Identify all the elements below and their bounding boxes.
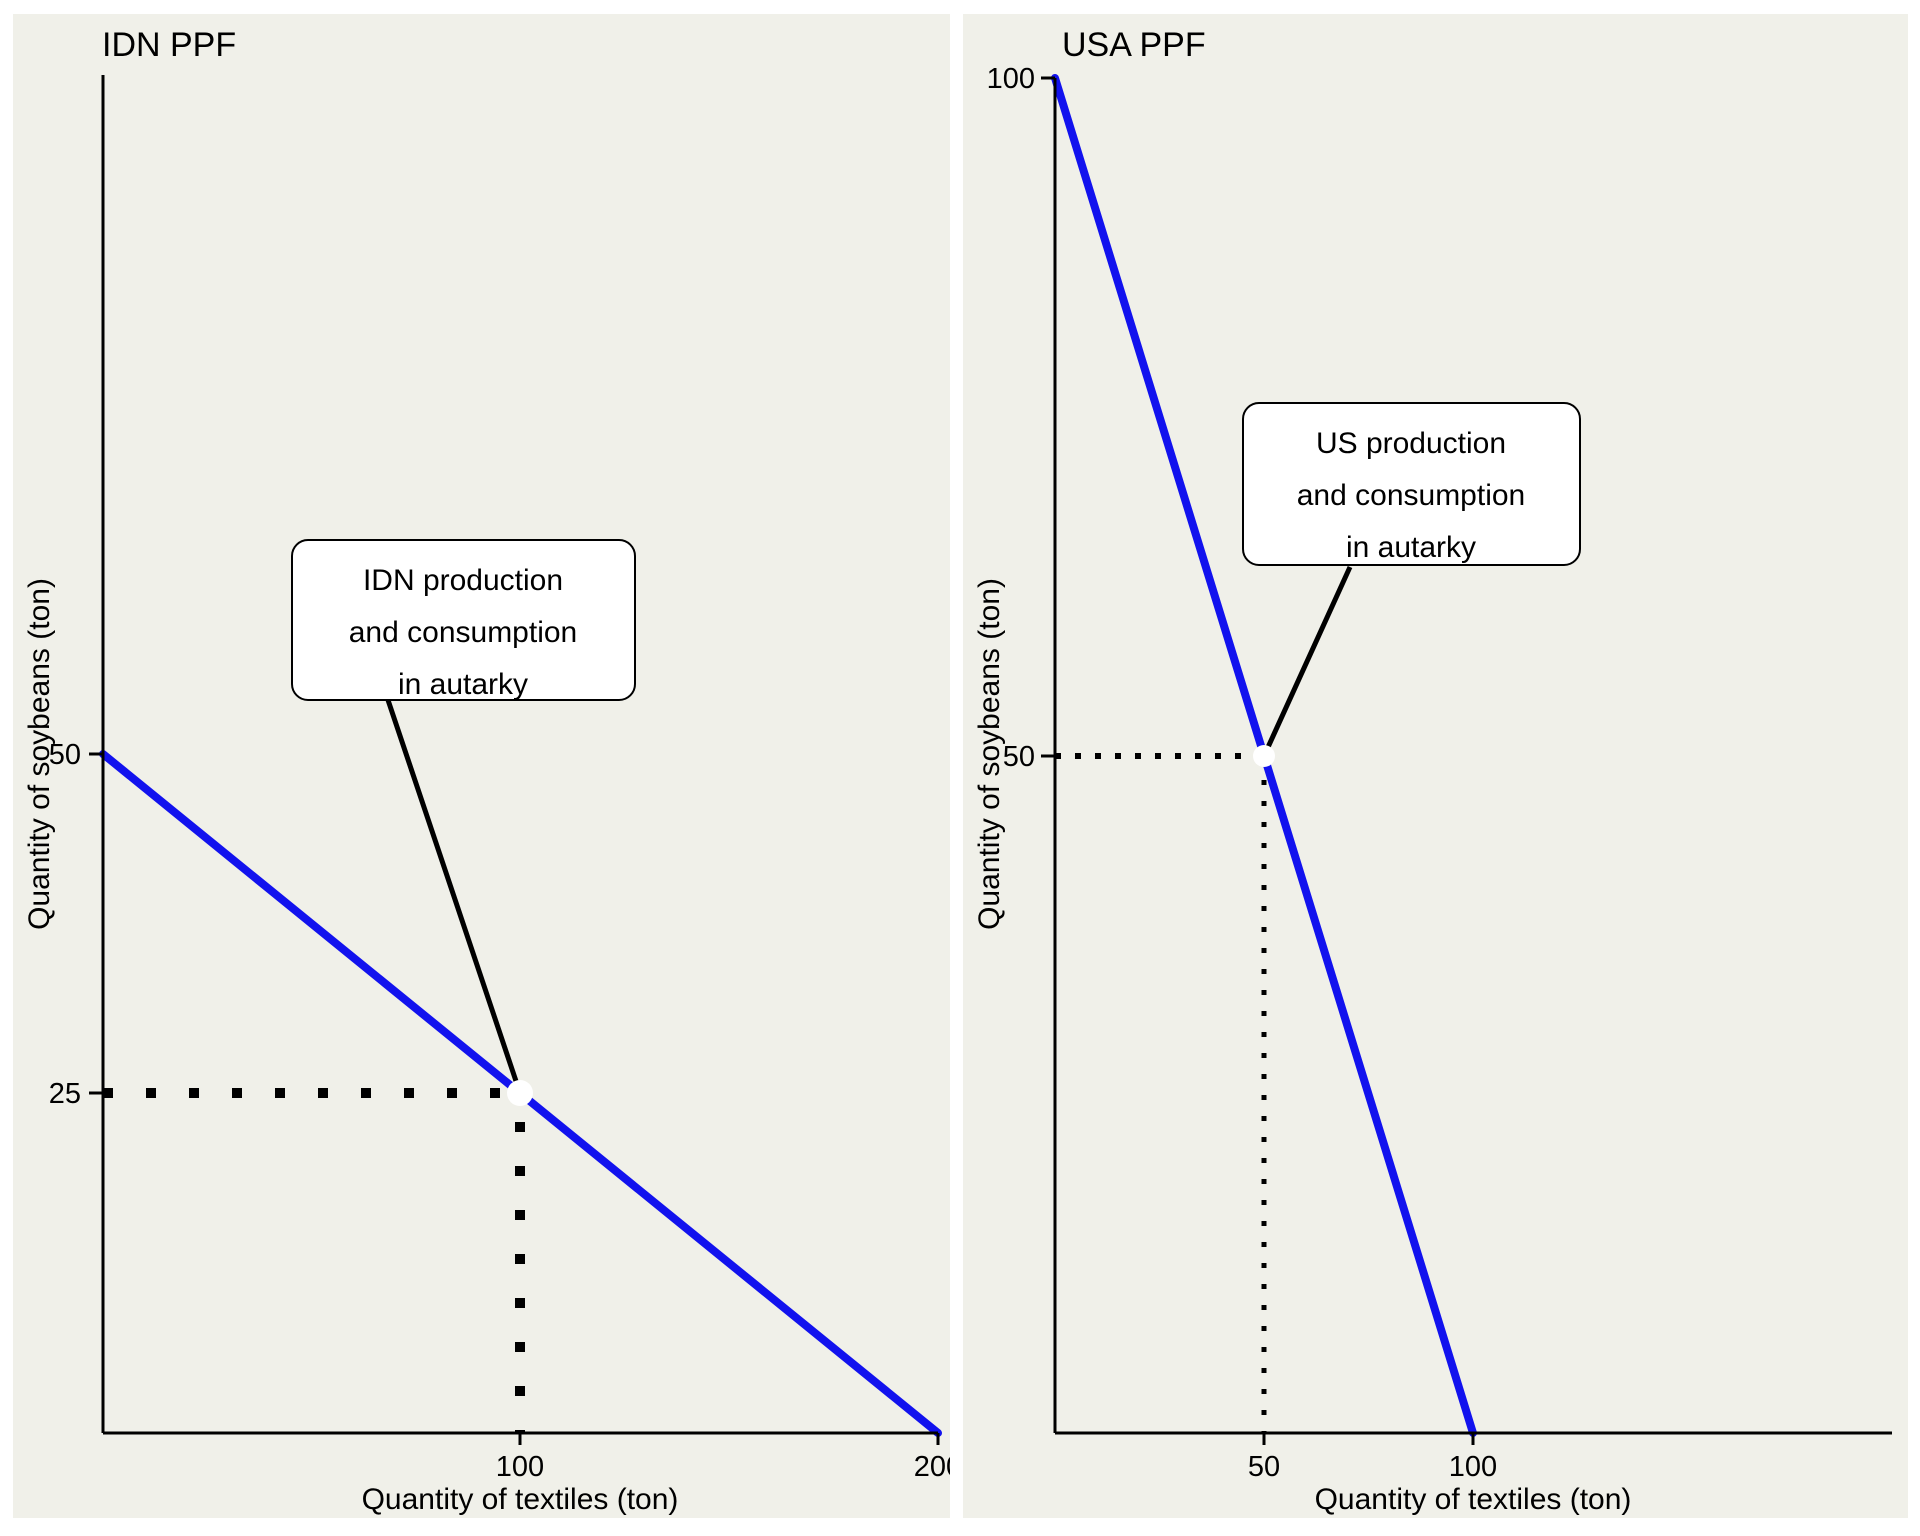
annotation-leader-line <box>1261 565 1353 758</box>
annotation-text-line: in autarky <box>398 668 528 701</box>
y-tick-label-50: 50 <box>1003 741 1035 773</box>
annotation-text-line: US production <box>1316 427 1506 460</box>
annotation-box <box>291 539 636 701</box>
autarky-point <box>1253 745 1275 767</box>
annotation-leader-line <box>385 699 523 1094</box>
x-tick-label-50: 50 <box>1248 1451 1280 1483</box>
usa-ppf-chart-panel: USA PPF 100 50 50 100 Quantity of textil… <box>963 14 1908 1518</box>
annotation-text-line: in autarky <box>1346 531 1476 564</box>
annotation-text-line: IDN production <box>363 564 563 597</box>
chart-title: USA PPF <box>1062 26 1206 64</box>
y-tick-label-25: 25 <box>49 1078 81 1110</box>
x-axis-title: Quantity of textiles (ton) <box>362 1483 679 1516</box>
annotation-text-line: and consumption <box>349 616 578 649</box>
idn-ppf-chart-panel: IDN PPF 50 25 100 200 Quantity of textil… <box>13 14 950 1518</box>
y-axis-title: Quantity of soybeans (ton) <box>23 578 56 930</box>
y-axis-title: Quantity of soybeans (ton) <box>973 578 1006 930</box>
x-tick-label-100: 100 <box>1449 1451 1497 1483</box>
x-tick-label-200: 200 <box>914 1451 950 1483</box>
annotation-text-line: and consumption <box>1297 479 1526 512</box>
annotation-box <box>1242 402 1581 566</box>
x-tick-label-100: 100 <box>496 1451 544 1483</box>
y-tick-label-50: 50 <box>49 739 81 771</box>
x-axis-title: Quantity of textiles (ton) <box>1315 1483 1632 1516</box>
chart-title: IDN PPF <box>102 26 236 64</box>
y-tick-label-100: 100 <box>987 63 1035 95</box>
autarky-point <box>507 1080 533 1106</box>
usa-ppf-plot: USA PPF 100 50 50 100 Quantity of textil… <box>973 26 1892 1516</box>
idn-ppf-plot: IDN PPF 50 25 100 200 Quantity of textil… <box>23 26 950 1516</box>
